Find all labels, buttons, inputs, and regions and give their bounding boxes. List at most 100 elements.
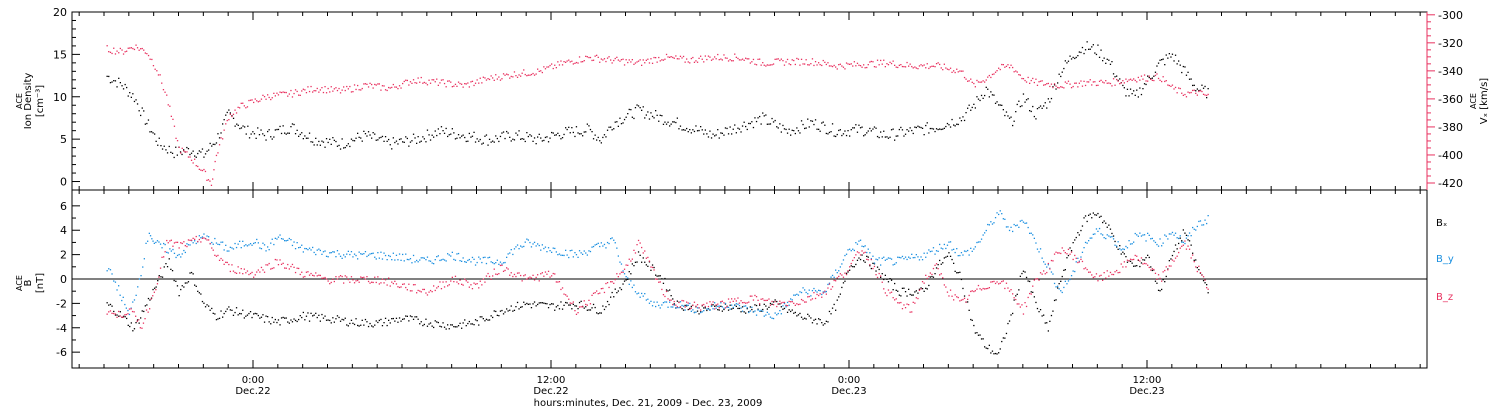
data-dot — [962, 254, 964, 256]
data-dot — [218, 317, 221, 319]
data-dot — [287, 239, 289, 241]
data-dot — [721, 59, 723, 61]
data-dot — [200, 169, 202, 171]
data-dot — [152, 132, 154, 134]
data-dot — [841, 65, 843, 67]
data-dot — [875, 258, 877, 260]
data-dot — [608, 126, 610, 128]
data-dot — [1022, 93, 1025, 95]
data-dot — [807, 296, 809, 298]
data-dot — [242, 125, 244, 127]
data-dot — [336, 145, 339, 147]
data-dot — [1022, 78, 1025, 80]
data-dot — [176, 140, 179, 142]
data-dot — [450, 280, 452, 282]
data-dot — [946, 244, 949, 246]
data-dot — [1036, 248, 1039, 250]
data-dot — [911, 129, 913, 132]
data-dot — [623, 273, 626, 275]
data-dot — [178, 295, 180, 297]
data-dot — [1116, 269, 1118, 272]
data-dot — [1206, 287, 1208, 289]
data-dot — [1019, 74, 1021, 76]
data-dot — [1167, 268, 1169, 270]
data-dot — [1092, 44, 1094, 46]
data-dot — [762, 298, 764, 300]
data-dot — [870, 130, 872, 132]
data-dot — [658, 281, 660, 283]
data-dot — [793, 302, 795, 304]
data-dot — [1188, 248, 1191, 250]
data-dot — [1029, 82, 1031, 84]
data-dot — [622, 283, 624, 285]
data-dot — [1046, 266, 1048, 268]
data-dot — [1052, 260, 1054, 262]
data-dot — [251, 316, 253, 319]
data-dot — [718, 305, 720, 307]
data-dot — [187, 156, 190, 158]
data-dot — [506, 308, 508, 310]
data-dot — [1198, 265, 1200, 267]
data-dot — [222, 241, 224, 243]
data-dot — [605, 60, 607, 63]
data-dot — [229, 112, 231, 114]
data-dot — [394, 259, 396, 261]
data-dot — [908, 130, 910, 132]
data-dot — [276, 259, 278, 261]
data-dot — [1198, 90, 1200, 93]
data-dot — [164, 91, 166, 93]
data-dot — [546, 66, 548, 68]
data-dot — [118, 285, 120, 287]
data-dot — [496, 273, 498, 276]
data-dot — [1171, 231, 1174, 234]
data-dot — [1202, 276, 1205, 278]
data-dot — [543, 247, 545, 250]
data-dot — [1035, 301, 1037, 304]
data-dot — [561, 137, 564, 139]
data-dot — [783, 307, 786, 310]
data-dot — [881, 63, 883, 65]
data-dot — [439, 259, 441, 262]
data-dot — [450, 255, 452, 257]
data-dot — [492, 140, 494, 142]
data-dot — [260, 316, 263, 318]
data-dot — [408, 145, 410, 147]
data-dot — [656, 301, 658, 303]
data-dot — [518, 130, 520, 132]
data-dot — [762, 308, 764, 311]
data-dot — [389, 87, 391, 89]
data-dot — [206, 179, 208, 181]
data-dot — [443, 259, 446, 261]
data-dot — [1176, 248, 1178, 250]
data-dot — [804, 289, 806, 291]
density-ytick-label: 20 — [53, 6, 67, 19]
data-dot — [329, 252, 331, 254]
data-dot — [897, 135, 899, 137]
data-dot — [445, 260, 447, 262]
data-dot — [987, 287, 989, 290]
data-dot — [378, 257, 380, 259]
data-dot — [336, 89, 339, 92]
data-dot — [788, 300, 790, 303]
data-dot — [578, 56, 581, 58]
data-dot — [746, 302, 748, 304]
data-dot — [566, 302, 568, 304]
data-dot — [1164, 234, 1166, 236]
data-dot — [669, 301, 671, 303]
data-dot — [111, 273, 113, 275]
data-dot — [932, 267, 935, 270]
data-dot — [1094, 214, 1096, 216]
data-dot — [417, 77, 419, 79]
data-dot — [686, 301, 688, 303]
data-dot — [1035, 118, 1037, 120]
data-dot — [403, 80, 405, 83]
data-dot — [416, 142, 418, 144]
data-dot — [759, 115, 761, 118]
data-dot — [333, 88, 335, 90]
data-dot — [411, 262, 413, 264]
data-dot — [482, 76, 484, 78]
data-dot — [523, 301, 525, 303]
data-dot — [178, 253, 180, 256]
data-dot — [561, 64, 564, 66]
